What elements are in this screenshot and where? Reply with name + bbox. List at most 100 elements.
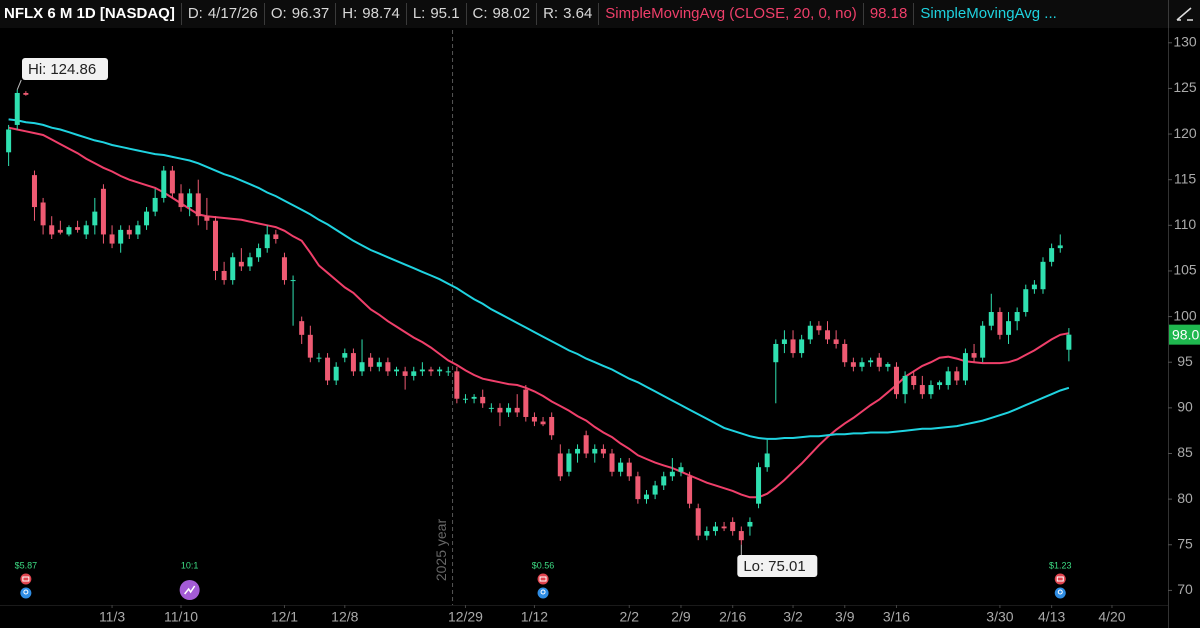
candle-body: [704, 531, 710, 536]
candle-body: [575, 448, 581, 454]
candle-body: [212, 220, 218, 271]
hi-lo-annotation: Hi: 124.86: [16, 58, 108, 90]
candle-body: [290, 280, 296, 282]
candle-body: [911, 375, 917, 386]
earnings-icon: [20, 573, 32, 585]
candle-body: [31, 175, 37, 208]
x-tick-label: 12/1: [271, 609, 298, 625]
candle-body: [40, 202, 46, 226]
candle-body: [144, 211, 150, 226]
candle-body: [514, 407, 520, 413]
y-tick-label: 80: [1177, 490, 1193, 506]
item-value: 95.1: [430, 5, 460, 22]
candle-body: [109, 234, 115, 244]
y-tick-label: 90: [1177, 399, 1193, 415]
info-glyph: [23, 589, 29, 595]
candle-body: [256, 248, 262, 258]
header-item: H: 98.74: [336, 3, 407, 25]
event-label: 10:1: [181, 560, 199, 570]
x-tick-label: 11/10: [164, 609, 198, 625]
candle-body: [549, 416, 555, 436]
candle-body: [75, 227, 81, 230]
event-label: $0.56: [532, 560, 555, 570]
candle-body: [480, 396, 486, 404]
candle-body: [92, 211, 98, 226]
year-label: 2025 year: [433, 519, 449, 582]
candle-body: [626, 462, 632, 477]
info-icon: [20, 587, 32, 599]
earnings-glyph: [22, 576, 30, 582]
candle-body: [583, 435, 589, 454]
candle-body: [928, 385, 934, 395]
candle-body: [1031, 284, 1037, 290]
candle-body: [368, 357, 374, 367]
earnings-icon: [1054, 573, 1066, 585]
y-tick-label: 125: [1173, 79, 1197, 95]
symbol[interactable]: NFLX 6 M 1D [NASDAQ]: [0, 3, 182, 25]
candle-body: [126, 229, 132, 235]
candle-body: [712, 526, 718, 532]
x-tick-label: 3/16: [883, 609, 910, 625]
candle-body: [187, 193, 193, 208]
candle-body: [523, 389, 529, 417]
x-tick-label: 12/8: [331, 609, 358, 625]
annotation-pointer: [16, 79, 22, 90]
candle-body: [661, 476, 667, 486]
candle-body: [1049, 248, 1055, 262]
candle-body: [273, 234, 279, 240]
info-icon: [1054, 587, 1066, 599]
candle-body: [635, 476, 641, 500]
candle-body: [773, 343, 779, 363]
candle-body: [66, 227, 72, 235]
candle-body: [307, 334, 313, 358]
candle-body: [195, 193, 201, 217]
hi-lo-annotation: Lo: 75.01: [737, 544, 818, 577]
y-tick-label: 85: [1177, 444, 1193, 460]
candle-body: [747, 521, 753, 527]
item-value: 96.37: [291, 5, 330, 22]
candle-body: [790, 339, 796, 354]
candle-body: [531, 416, 537, 422]
candle-body: [350, 353, 356, 372]
candle-body: [204, 216, 210, 221]
candle-body: [23, 92, 29, 95]
icon-stroke: [1176, 7, 1193, 21]
x-tick-label: 3/2: [783, 609, 803, 625]
candle-body: [652, 485, 658, 495]
candle-body: [299, 321, 305, 335]
candle-body: [893, 366, 899, 395]
annotation-value: 124.86: [50, 61, 96, 78]
candle-body: [600, 448, 606, 454]
candle-body: [135, 225, 141, 235]
candle-body: [342, 353, 348, 358]
header-item: D: 4/17/26: [182, 3, 265, 25]
item-label: C:: [472, 5, 488, 22]
candle-body: [850, 362, 856, 367]
candle-body: [462, 398, 468, 400]
candle-body: [1066, 334, 1072, 350]
y-tick-label: 105: [1173, 262, 1197, 278]
candle-body: [937, 382, 943, 386]
study-name[interactable]: SimpleMovingAvg (CLOSE, 20, 0, no): [599, 3, 864, 25]
candle-body: [394, 369, 400, 372]
candle-body: [411, 371, 417, 376]
y-tick-label: 100: [1173, 307, 1197, 323]
candle-body: [807, 325, 813, 340]
candle-body: [868, 360, 874, 363]
candle-body: [945, 371, 951, 386]
candle-body: [1006, 321, 1012, 335]
last-price-label: 98.02: [1172, 326, 1200, 342]
x-tick-label: 4/20: [1098, 609, 1125, 625]
x-tick-label: 2/9: [671, 609, 691, 625]
annotation-box: [22, 58, 108, 80]
candle-body: [540, 421, 546, 425]
candle-body: [842, 343, 848, 363]
candle-body: [178, 193, 184, 208]
study-name[interactable]: SimpleMovingAvg ...: [920, 5, 1057, 22]
moving-average-line: [8, 118, 1070, 440]
candle-body: [14, 92, 20, 125]
candle-body: [954, 371, 960, 381]
candle-body: [687, 476, 693, 504]
drawing-tool-button[interactable]: [1168, 0, 1200, 28]
earnings-icon: [537, 573, 549, 585]
